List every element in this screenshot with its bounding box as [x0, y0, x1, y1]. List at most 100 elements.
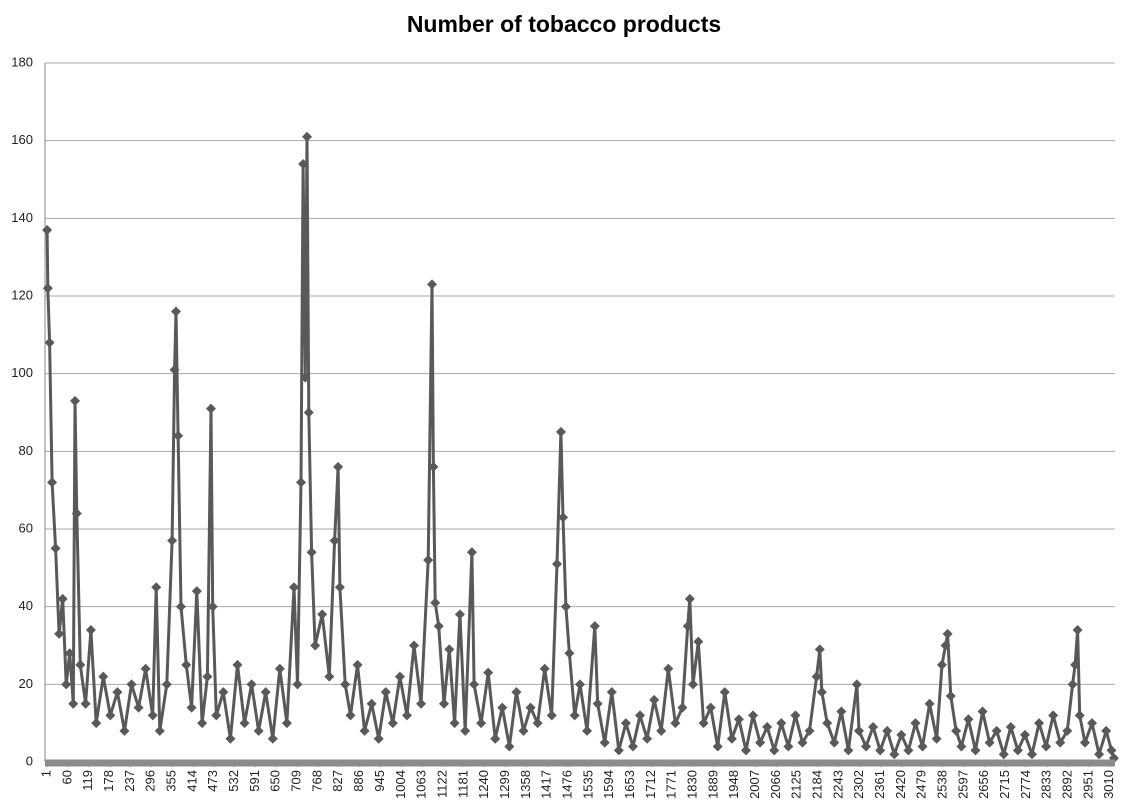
- data-point: [693, 636, 704, 647]
- y-tick-label: 60: [19, 520, 33, 535]
- x-tick-label: 886: [351, 770, 366, 792]
- x-tick-label: 591: [247, 770, 262, 792]
- data-point: [317, 609, 328, 620]
- data-point: [246, 679, 257, 690]
- data-point: [225, 733, 236, 744]
- data-point: [620, 718, 631, 729]
- x-tick-label: 2538: [934, 770, 949, 799]
- data-point: [564, 648, 575, 659]
- data-point: [910, 718, 921, 729]
- y-tick-label: 20: [19, 676, 33, 691]
- y-tick-label: 180: [11, 54, 33, 69]
- x-tick-label: 1948: [726, 770, 741, 799]
- x-tick-label: 237: [122, 770, 137, 792]
- data-point: [98, 671, 109, 682]
- x-tick-label: 414: [184, 770, 199, 792]
- data-point: [126, 679, 137, 690]
- data-point: [592, 698, 603, 709]
- data-point: [977, 706, 988, 717]
- data-point: [931, 733, 942, 744]
- data-point: [882, 725, 893, 736]
- data-point: [401, 710, 412, 721]
- x-tick-label: 178: [101, 770, 116, 792]
- data-point: [851, 679, 862, 690]
- x-tick-label: 1535: [580, 770, 595, 799]
- data-point: [42, 283, 53, 294]
- x-tick-label: 1358: [518, 770, 533, 799]
- data-point: [444, 644, 455, 655]
- data-point: [991, 725, 1002, 736]
- data-point: [755, 737, 766, 748]
- data-point: [1055, 737, 1066, 748]
- data-point: [776, 718, 787, 729]
- x-tick-label: 1004: [393, 770, 408, 799]
- data-point: [896, 729, 907, 740]
- data-point: [942, 628, 953, 639]
- y-tick-label: 100: [11, 365, 33, 380]
- data-point: [288, 582, 299, 593]
- data-point: [483, 667, 494, 678]
- data-point: [1079, 737, 1090, 748]
- data-point: [47, 477, 58, 488]
- data-point: [239, 718, 250, 729]
- data-point: [797, 737, 808, 748]
- data-point: [154, 725, 165, 736]
- data-point: [783, 741, 794, 752]
- y-tick-label: 140: [11, 210, 33, 225]
- data-point: [677, 702, 688, 713]
- x-tick-label: 2892: [1059, 770, 1074, 799]
- data-point: [54, 628, 65, 639]
- data-point: [359, 725, 370, 736]
- data-point: [42, 224, 53, 235]
- x-tick-label: 532: [226, 770, 241, 792]
- data-point: [167, 535, 178, 546]
- x-tick-label: 1299: [497, 770, 512, 799]
- data-point: [613, 745, 624, 756]
- data-point: [712, 741, 723, 752]
- data-point: [267, 733, 278, 744]
- data-point: [303, 407, 314, 418]
- data-point: [387, 718, 398, 729]
- data-point: [1087, 718, 1098, 729]
- data-point: [688, 679, 699, 690]
- data-point: [373, 733, 384, 744]
- data-point: [140, 663, 151, 674]
- data-point: [984, 737, 995, 748]
- x-tick-label: 2597: [955, 770, 970, 799]
- data-point: [112, 687, 123, 698]
- data-point: [1094, 749, 1105, 760]
- data-point: [670, 718, 681, 729]
- data-point: [589, 621, 600, 632]
- data-point: [460, 725, 471, 736]
- data-point: [151, 582, 162, 593]
- data-point: [302, 131, 313, 142]
- data-point: [769, 745, 780, 756]
- data-point: [656, 725, 667, 736]
- data-point: [133, 702, 144, 713]
- x-tick-label: 2479: [914, 770, 929, 799]
- data-point: [281, 718, 292, 729]
- data-point: [119, 725, 130, 736]
- x-tick-label: 296: [143, 770, 158, 792]
- x-tick-label: 2774: [1018, 770, 1033, 799]
- data-point: [511, 687, 522, 698]
- x-tick-label: 1: [39, 770, 54, 777]
- x-tick-label: 1594: [601, 770, 616, 799]
- data-point: [296, 477, 307, 488]
- data-point: [1067, 679, 1078, 690]
- data-point: [663, 663, 674, 674]
- data-point: [627, 741, 638, 752]
- data-point: [804, 725, 815, 736]
- data-point: [917, 741, 928, 752]
- data-point: [175, 601, 186, 612]
- data-point: [428, 461, 439, 472]
- x-tick-label: 2361: [872, 770, 887, 799]
- chart-title: Number of tobacco products: [407, 11, 721, 37]
- x-tick-label: 2951: [1080, 770, 1095, 799]
- x-tick-label: 1771: [664, 770, 679, 799]
- x-tick-label: 1830: [684, 770, 699, 799]
- data-point: [218, 687, 229, 698]
- x-tick-label: 2066: [768, 770, 783, 799]
- data-point: [740, 745, 751, 756]
- x-tick-label: 2184: [809, 770, 824, 799]
